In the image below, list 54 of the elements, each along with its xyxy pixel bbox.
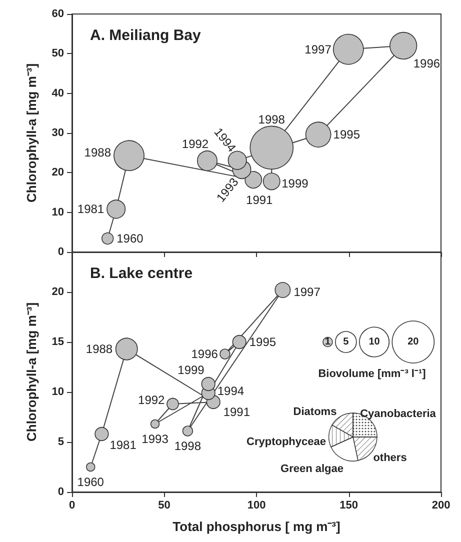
annotation: 1960: [77, 475, 104, 489]
x-axis-title: Total phosphorus [ mg m⁻³]: [172, 519, 340, 534]
y-axis-title: Chlorophyll-a [mg m⁻³]: [24, 63, 39, 203]
annotation: Diatoms: [293, 406, 337, 418]
annotation: 1994: [217, 384, 244, 398]
annotation: 1995: [333, 128, 360, 142]
text: A. Meiliang Bay: [90, 27, 202, 44]
y-tick-label: 5: [58, 436, 64, 448]
y-tick-label: 10: [52, 386, 64, 398]
y-tick-label: 50: [52, 48, 64, 60]
annotation: 1999: [178, 363, 205, 377]
x-tick-label: 50: [158, 500, 170, 512]
annotation: Green algae: [280, 463, 344, 475]
annotation: 1996: [413, 56, 440, 71]
legend-title: Biovolume [mm⁻³ l⁻¹]: [318, 368, 426, 380]
annotation: 1995: [249, 335, 276, 349]
annotation: 1988: [84, 146, 112, 160]
annotation: 1997: [294, 285, 321, 299]
annotation: 1992: [182, 136, 209, 151]
annotation: 1998: [174, 439, 202, 453]
x-tick-label: 0: [68, 500, 76, 512]
annotation: 1999: [282, 176, 309, 190]
annotation: 1981: [77, 202, 104, 216]
y-tick-label: 30: [52, 127, 64, 139]
legend-label: 20: [408, 336, 420, 348]
legend-label: 10: [368, 336, 380, 348]
text: B. Lake centre: [90, 265, 193, 282]
x-tick-label: 100: [247, 500, 266, 512]
annotation: Cryptophyceae: [246, 436, 326, 448]
annotation: 1996: [191, 347, 218, 361]
y-tick-label: 40: [52, 87, 64, 100]
x-tick-label: 200: [432, 500, 450, 512]
legend-label: 1: [324, 336, 331, 348]
annotation: 1997: [304, 42, 332, 56]
annotation: Cyanobacteria: [360, 408, 437, 420]
y-tick-label: 60: [52, 8, 64, 20]
x-tick-label: 150: [340, 500, 358, 512]
annotation: 1988: [86, 342, 113, 356]
annotation: 1998: [258, 112, 286, 127]
y-tick-label: 20: [52, 286, 64, 298]
annotation: 1992: [138, 393, 166, 407]
annotation: 1991: [246, 192, 274, 207]
y-tick-label: 0: [58, 246, 64, 258]
annotation: 1991: [223, 405, 250, 419]
y-tick-label: 10: [52, 206, 64, 218]
annotation: 1981: [110, 438, 137, 452]
annotation: 1993: [142, 432, 169, 446]
legend-label: 5: [343, 336, 350, 348]
y-tick-label: 0: [58, 486, 64, 498]
annotation: 1960: [116, 232, 144, 246]
y-axis-title: Chlorophyll-a [mg m⁻³]: [24, 302, 39, 442]
y-tick-label: 20: [52, 166, 64, 179]
y-tick-label: 15: [52, 336, 64, 348]
annotation: others: [373, 452, 407, 464]
